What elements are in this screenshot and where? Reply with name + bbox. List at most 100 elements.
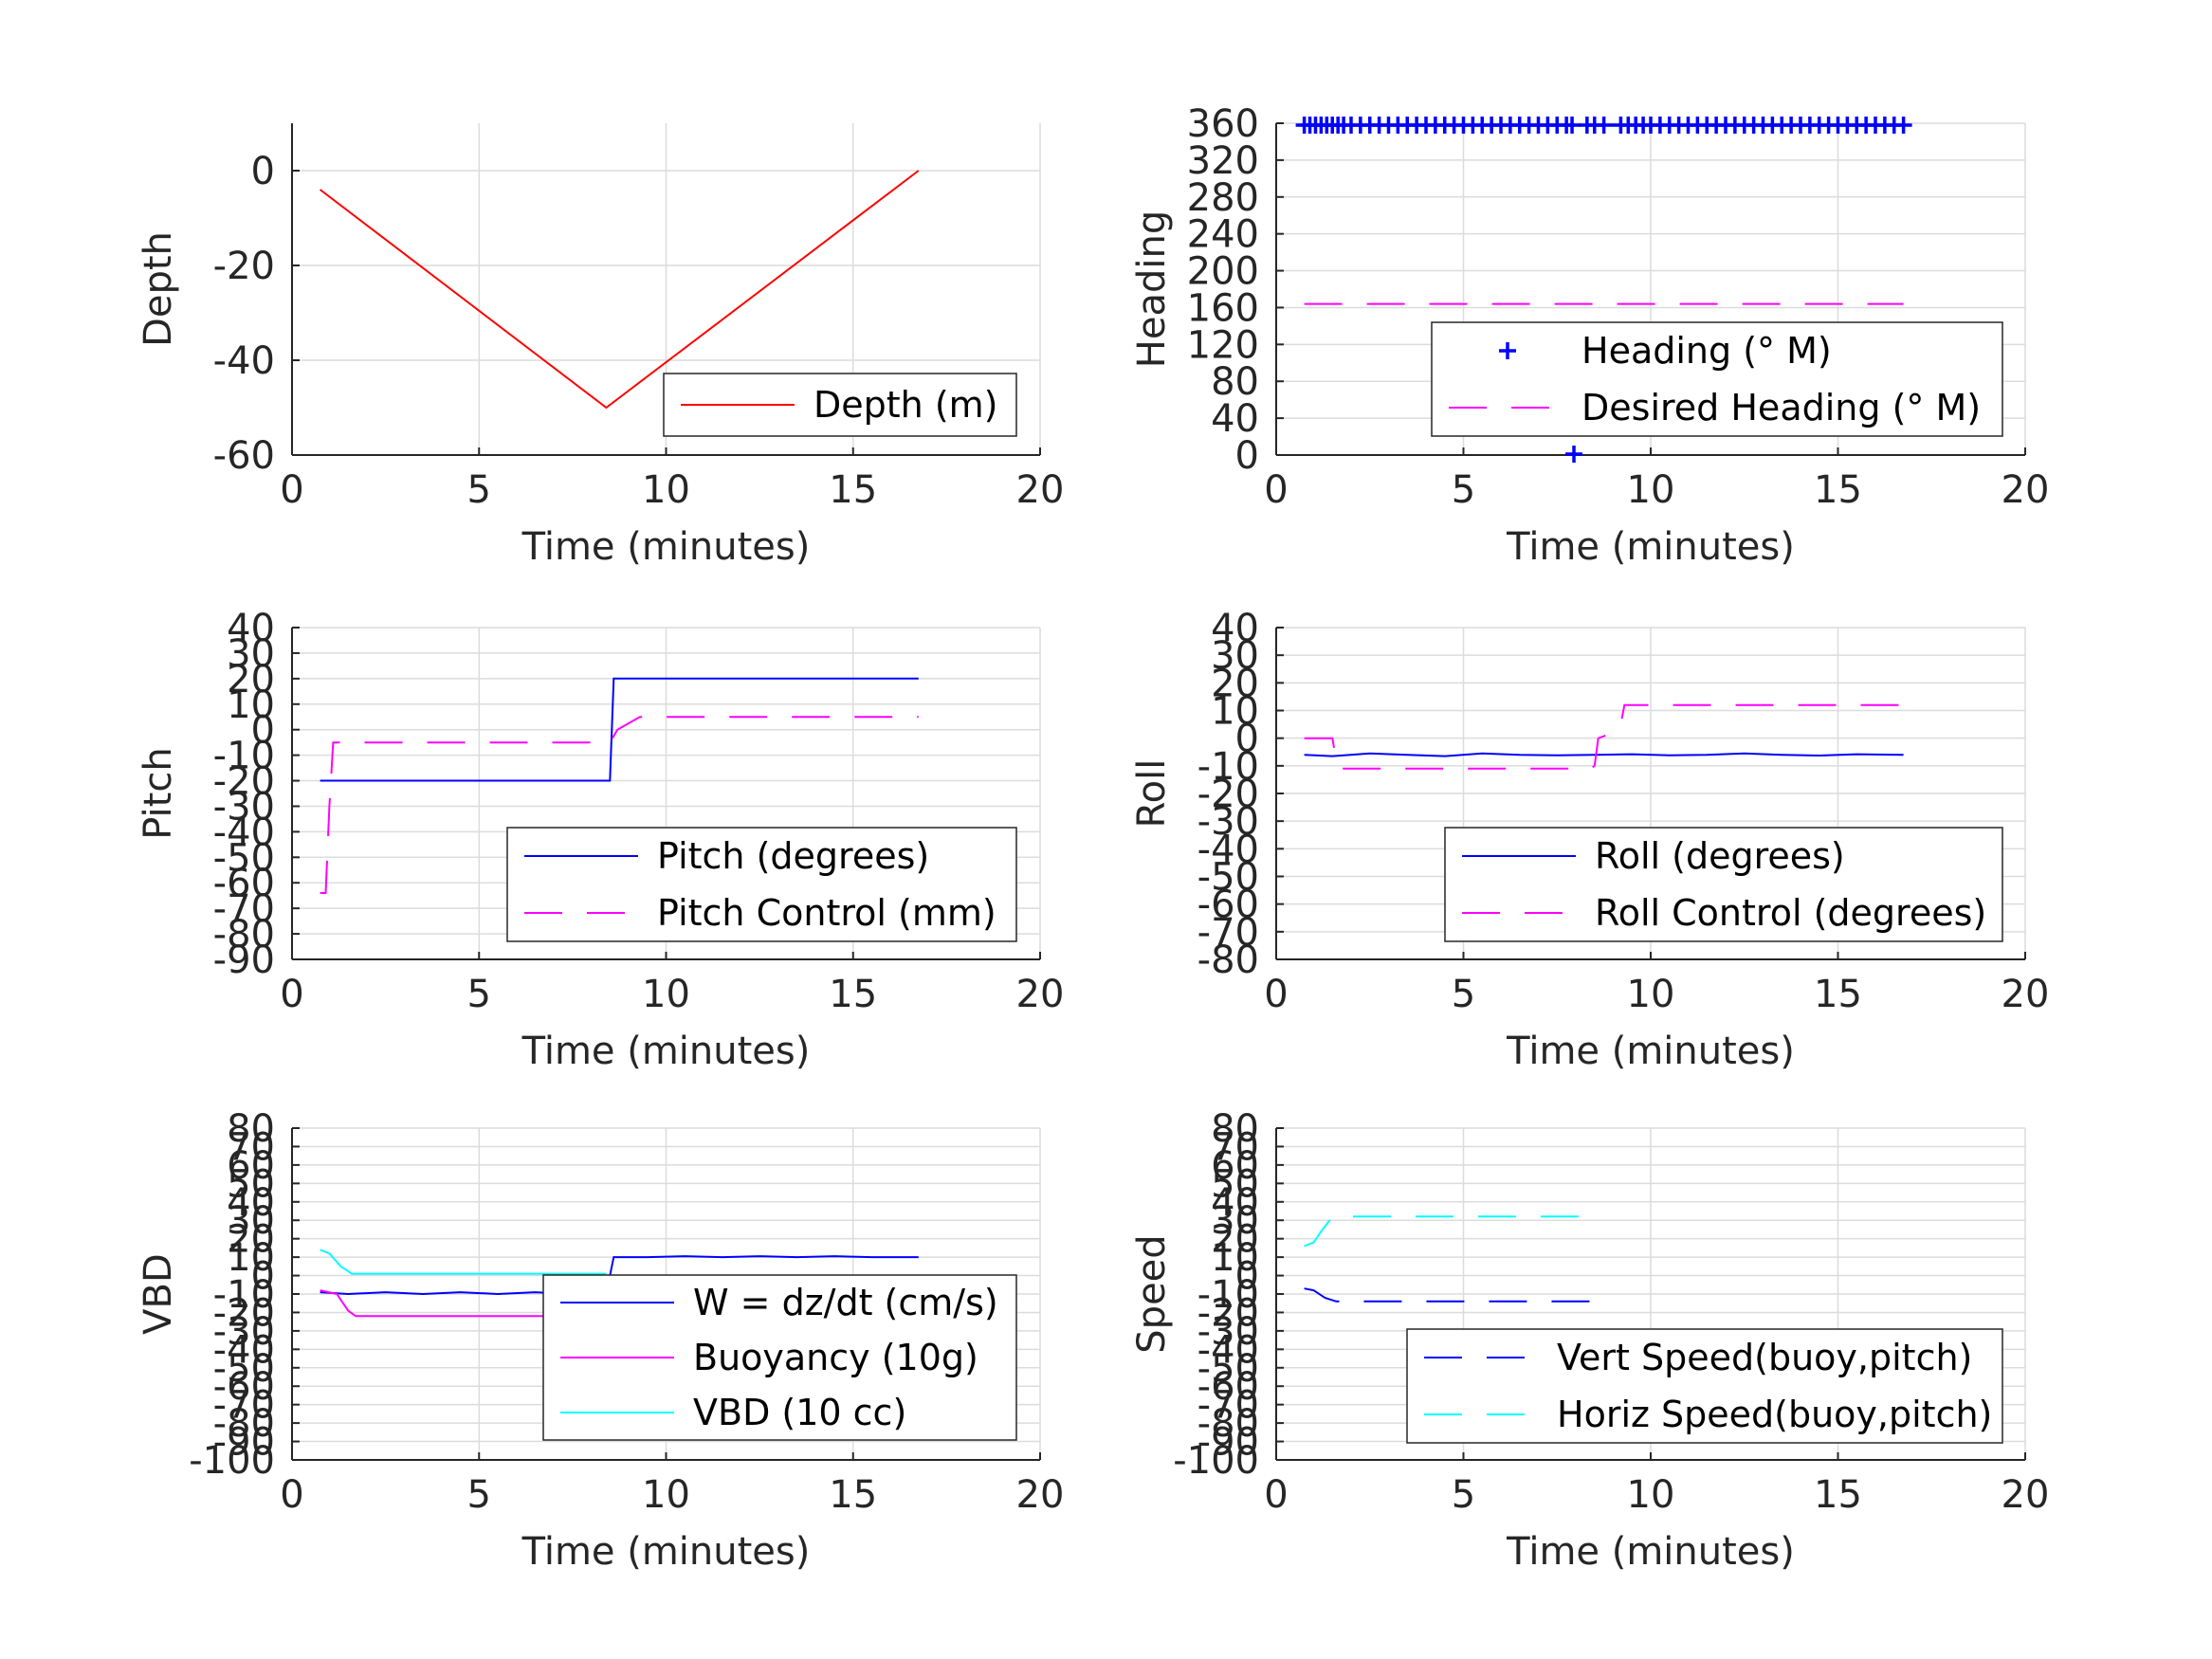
y-tick-label: -10 xyxy=(1197,745,1259,789)
y-tick-label: -80 xyxy=(213,1402,275,1446)
y-tick-label: -40 xyxy=(213,1328,275,1372)
legend-entry: Roll Control (degrees) xyxy=(1595,892,1986,934)
y-tick-label: -70 xyxy=(213,887,275,931)
y-tick-label: -70 xyxy=(1197,911,1259,955)
x-tick-label: 0 xyxy=(280,973,303,1016)
x-tick-label: 0 xyxy=(280,468,303,512)
chart-depth: 0 5 10 15 20 -60 -40 -20 0 Time (minutes) Depth Dep… xyxy=(137,123,1064,569)
x-tick-label: 5 xyxy=(467,468,491,512)
legend-entry: Roll (degrees) xyxy=(1595,835,1845,877)
y-tick-label: -70 xyxy=(1197,1384,1259,1428)
x-axis-label: Time (minutes) xyxy=(1506,1530,1795,1574)
y-tick-label: 0 xyxy=(1235,718,1259,761)
y-tick-label: -80 xyxy=(213,913,275,957)
y-axis-label: Roll xyxy=(1130,759,1174,829)
y-tick-label: -50 xyxy=(213,1347,275,1391)
x-tick-label: 20 xyxy=(1016,973,1065,1016)
y-tick-label: -60 xyxy=(1197,1365,1259,1409)
x-tick-label: 0 xyxy=(1264,468,1288,512)
y-tick-label: -30 xyxy=(1197,800,1259,844)
legend-entry: Pitch Control (mm) xyxy=(657,892,996,934)
y-tick-label: -20 xyxy=(1197,1291,1259,1335)
y-tick-label: -70 xyxy=(213,1384,275,1428)
y-tick-label: -90 xyxy=(1197,1421,1259,1465)
legend-box xyxy=(1431,321,2003,437)
y-axis-label: Heading xyxy=(1130,210,1174,368)
y-tick-label: 280 xyxy=(1187,176,1259,220)
x-tick-label: 20 xyxy=(1016,1473,1065,1517)
series-pitch-1 xyxy=(320,716,919,894)
x-tick-label: 10 xyxy=(642,973,690,1016)
series-line xyxy=(320,1249,607,1275)
legend-vbd: W = dz/dt (cm/s) Buoyancy (10g) VBD (10 cc… xyxy=(542,1274,1017,1441)
series-line xyxy=(320,716,919,894)
y-axis-label: Speed xyxy=(1130,1234,1174,1353)
y-tick-label: -90 xyxy=(213,939,275,982)
y-tick-label: 10 xyxy=(1211,690,1259,734)
legend-depth: Depth (m) xyxy=(663,373,1017,437)
x-tick-label: 15 xyxy=(829,973,877,1016)
series-line xyxy=(1304,1215,1591,1248)
series-roll-0 xyxy=(1304,752,1904,757)
legend-entry: Horiz Speed(buoy,pitch) xyxy=(1557,1394,1992,1435)
series-line xyxy=(1304,1287,1591,1303)
y-tick-label: -100 xyxy=(1173,1439,1259,1483)
y-tick-label: 160 xyxy=(1187,286,1259,330)
y-tick-label: 70 xyxy=(1211,1125,1259,1169)
x-tick-label: 15 xyxy=(1814,468,1862,512)
y-tick-label: 20 xyxy=(227,1218,275,1262)
y-tick-label: 120 xyxy=(1187,323,1259,367)
y-tick-label: 70 xyxy=(227,1125,275,1169)
y-tick-label: 0 xyxy=(1235,434,1259,478)
legend-roll: Roll (degrees) Roll Control (degrees) xyxy=(1444,827,2003,942)
y-tick-label: 0 xyxy=(251,1255,275,1299)
x-tick-label: 5 xyxy=(1452,973,1475,1016)
y-tick-label: -40 xyxy=(213,811,275,854)
y-axis-label: Depth xyxy=(137,231,180,347)
y-tick-label: -60 xyxy=(213,434,275,478)
y-tick-label: 320 xyxy=(1187,139,1259,183)
x-tick-label: 10 xyxy=(642,1473,690,1517)
legend-box xyxy=(1406,1328,2003,1444)
legend-speed: Vert Speed(buoy,pitch) Horiz Speed(buoy,p… xyxy=(1406,1328,2003,1444)
y-axis-label: VBD xyxy=(137,1253,180,1335)
series-roll-1 xyxy=(1304,703,1904,770)
series-speed-1 xyxy=(1304,1215,1591,1248)
legend-entry: VBD (10 cc) xyxy=(693,1392,906,1433)
y-tick-label: -90 xyxy=(213,1421,275,1465)
y-tick-label: 30 xyxy=(227,632,275,676)
y-tick-label: 50 xyxy=(1211,1162,1259,1206)
x-tick-label: 20 xyxy=(2002,1473,2050,1517)
chart-speed: 0 5 10 15 20-100-90-80-70-60-50-40-30-20-100… xyxy=(1130,1107,2049,1574)
y-tick-label: -80 xyxy=(1197,939,1259,982)
series-pitch-0 xyxy=(320,677,919,782)
y-tick-label: 40 xyxy=(1211,397,1259,441)
x-tick-label: 5 xyxy=(1452,468,1475,512)
y-tick-label: 30 xyxy=(227,1199,275,1243)
series-depth-0 xyxy=(319,170,920,410)
series-line xyxy=(1304,752,1904,757)
x-axis-label: Time (minutes) xyxy=(521,525,811,569)
x-axis-label: Time (minutes) xyxy=(1506,525,1795,569)
y-tick-label: 20 xyxy=(1211,662,1259,705)
legend-entry: Buoyancy (10g) xyxy=(693,1337,978,1378)
x-tick-label: 5 xyxy=(1452,1473,1475,1517)
y-tick-label: -20 xyxy=(213,245,275,288)
y-tick-label: -40 xyxy=(1197,1328,1259,1372)
y-tick-label: 240 xyxy=(1187,213,1259,257)
y-tick-label: 0 xyxy=(1235,1255,1259,1299)
y-tick-label: 20 xyxy=(1211,1218,1259,1262)
y-tick-label: -30 xyxy=(1197,1310,1259,1354)
y-tick-label: -100 xyxy=(189,1439,275,1483)
series-line xyxy=(320,677,919,782)
x-tick-label: 10 xyxy=(642,468,690,512)
y-tick-label: -10 xyxy=(1197,1273,1259,1317)
x-tick-label: 0 xyxy=(1264,973,1288,1016)
y-tick-label: -10 xyxy=(213,1273,275,1317)
y-tick-label: -50 xyxy=(1197,856,1259,900)
y-tick-label: 10 xyxy=(1211,1236,1259,1280)
series-heading-0 xyxy=(1295,116,1912,464)
legend-box xyxy=(1444,827,2003,942)
x-tick-label: 15 xyxy=(1814,1473,1862,1517)
chart-pitch: 0 5 10 15 20-90-80-70-60-50-40-30-20-1001020… xyxy=(137,607,1064,1073)
